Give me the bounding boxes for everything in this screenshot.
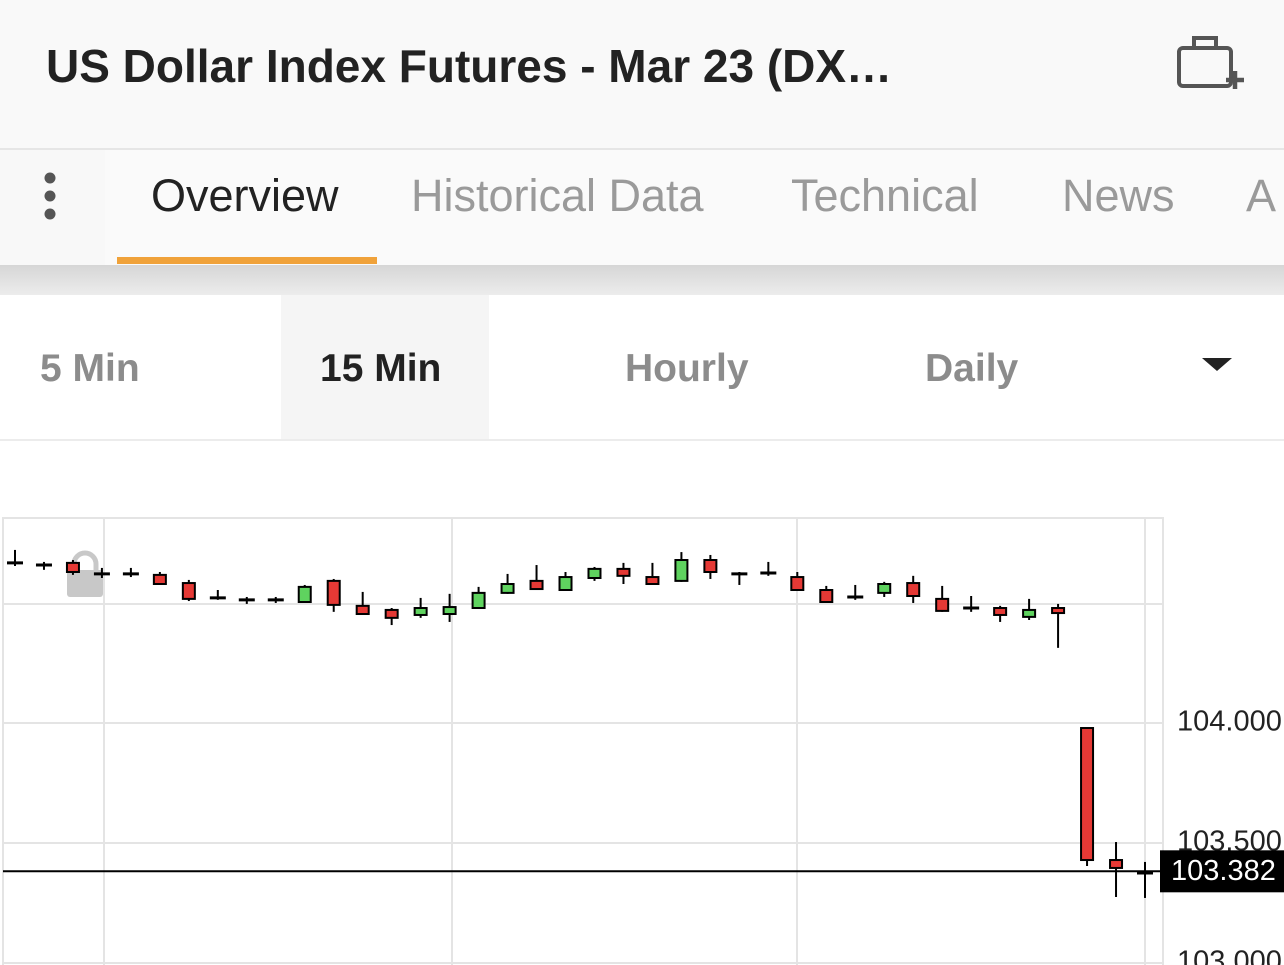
- interval-dropdown[interactable]: [1202, 358, 1232, 371]
- more-menu[interactable]: [44, 172, 56, 220]
- interval[interactable]: Daily: [925, 347, 1019, 390]
- interval[interactable]: Hourly: [625, 347, 749, 390]
- interval[interactable]: 5 Min: [40, 347, 140, 390]
- y-tick-label: 104.000: [1177, 706, 1282, 738]
- candle-body: [384, 608, 399, 619]
- candle-body: [587, 567, 602, 580]
- candle-body: [703, 559, 718, 574]
- tab[interactable]: News: [1062, 170, 1175, 221]
- candle-body: [1109, 859, 1124, 869]
- tab[interactable]: Technical: [791, 170, 979, 221]
- candle-body: [790, 576, 805, 592]
- candle-body: [326, 579, 341, 606]
- page-title: US Dollar Index Futures - Mar 23 (DX…: [46, 40, 892, 92]
- candle-body: [1051, 607, 1066, 615]
- candle-body: [471, 591, 486, 610]
- candle-body: [1080, 727, 1095, 862]
- lock-shackle: [71, 550, 99, 572]
- tab[interactable]: Historical Data: [411, 170, 705, 221]
- candle-body: [181, 582, 196, 600]
- candle-body: [819, 589, 834, 604]
- candle-body: [65, 561, 80, 574]
- header-bg: [0, 0, 1284, 148]
- add-to-portfolio-icon[interactable]: [1177, 36, 1244, 89]
- y-tick-label: 103.000: [1177, 946, 1282, 965]
- interval-selected-bg: [281, 295, 489, 440]
- last-price-label: 103.382: [1171, 855, 1276, 887]
- candle-body: [645, 576, 660, 586]
- shadow-band: [0, 265, 1284, 295]
- candle-body: [297, 585, 312, 604]
- tab[interactable]: Overview: [151, 170, 339, 221]
- last-price-tag: [1160, 850, 1284, 893]
- tab-scroll: [105, 150, 1284, 265]
- candle-body: [993, 607, 1008, 616]
- lock-body: [67, 570, 103, 597]
- chart-frame: [2, 517, 1164, 965]
- candle-body: [877, 583, 892, 594]
- candle-body: [558, 576, 573, 592]
- candle-body: [906, 582, 921, 598]
- tab-underline: [117, 257, 377, 264]
- candle-body: [674, 559, 689, 582]
- candle-body: [152, 573, 167, 586]
- candle-body: [413, 607, 428, 616]
- candle-body: [1022, 608, 1037, 618]
- interval[interactable]: 15 Min: [320, 347, 441, 390]
- candle-body: [529, 579, 544, 591]
- tab[interactable]: A: [1246, 170, 1276, 221]
- candle-body: [935, 597, 950, 612]
- candle-body: [616, 567, 631, 577]
- candle-body: [442, 606, 457, 616]
- lock-icon: [67, 550, 103, 597]
- candle-body: [500, 583, 515, 594]
- candle-body: [355, 604, 370, 616]
